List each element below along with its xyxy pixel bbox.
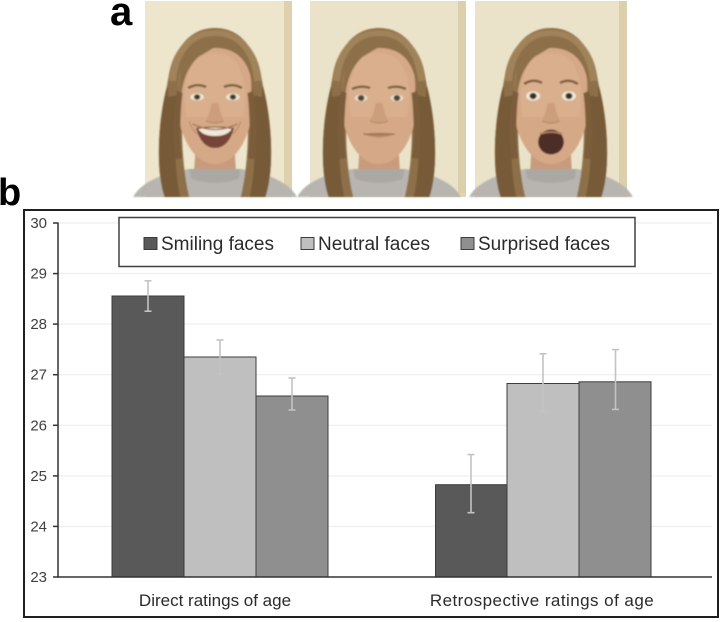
svg-text:25: 25 (30, 468, 47, 485)
svg-text:a: a (110, 0, 133, 34)
svg-text:29: 29 (30, 266, 47, 283)
svg-text:Direct ratings of age: Direct ratings of age (139, 591, 291, 610)
svg-text:Neutral faces: Neutral faces (318, 234, 430, 255)
svg-text:Smiling faces: Smiling faces (161, 234, 274, 255)
svg-text:23: 23 (30, 569, 47, 586)
svg-text:24: 24 (30, 518, 47, 535)
svg-text:26: 26 (30, 417, 47, 434)
svg-text:Retrospective ratings of age: Retrospective ratings of age (430, 591, 654, 610)
svg-text:Surprised faces: Surprised faces (478, 234, 610, 255)
svg-text:28: 28 (30, 316, 47, 333)
svg-text:b: b (0, 172, 21, 214)
svg-text:27: 27 (30, 367, 47, 384)
svg-text:30: 30 (30, 215, 47, 232)
